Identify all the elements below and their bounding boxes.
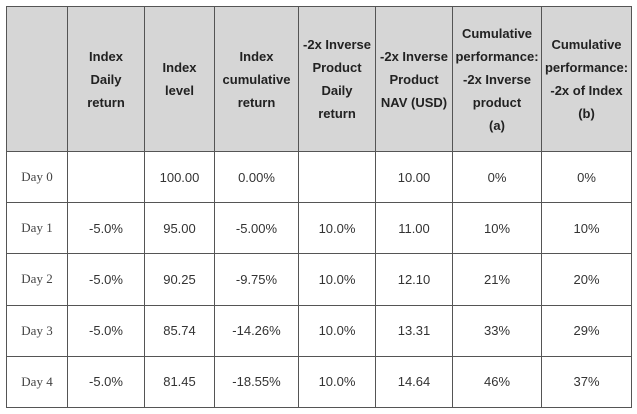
table-row: Day 1 -5.0% 95.00 -5.00% 10.0% 11.00 10%… xyxy=(6,202,632,255)
table-cell: -5.0% xyxy=(67,202,145,255)
row-label: Day 0 xyxy=(6,150,68,204)
table-cell: 33% xyxy=(452,304,542,357)
table-cell: 85.74 xyxy=(144,304,215,357)
table-cell: 95.00 xyxy=(144,202,215,255)
table-row: Day 0 100.00 0.00% 10.00 0% 0% xyxy=(6,150,632,204)
table-cell: 10.0% xyxy=(298,355,376,409)
table-cell: 10% xyxy=(452,202,542,255)
row-label: Day 4 xyxy=(6,355,68,409)
table-cell: 10% xyxy=(541,202,632,255)
table-cell: -9.75% xyxy=(214,253,299,306)
table-cell: -18.55% xyxy=(214,355,299,409)
table-cell xyxy=(298,150,376,204)
table-cell: 20% xyxy=(541,253,632,306)
table-cell: 11.00 xyxy=(375,202,453,255)
table-cell: 100.00 xyxy=(144,150,215,204)
table-cell xyxy=(67,150,145,204)
header-cell-cumulative-product: Cumulative performance: -2x Inverse prod… xyxy=(452,6,542,152)
table-cell: 10.0% xyxy=(298,202,376,255)
table-cell: 21% xyxy=(452,253,542,306)
table-cell: -14.26% xyxy=(214,304,299,357)
table-cell: 37% xyxy=(541,355,632,409)
table-row: Day 3 -5.0% 85.74 -14.26% 10.0% 13.31 33… xyxy=(6,304,632,357)
header-cell-product-daily-return: -2x Inverse Product Daily return xyxy=(298,6,376,152)
row-label: Day 3 xyxy=(6,304,68,357)
table-cell: 29% xyxy=(541,304,632,357)
table-row: Day 2 -5.0% 90.25 -9.75% 10.0% 12.10 21%… xyxy=(6,253,632,306)
table-row: Day 4 -5.0% 81.45 -18.55% 10.0% 14.64 46… xyxy=(6,355,632,409)
table-cell: 81.45 xyxy=(144,355,215,409)
header-cell-index-daily-return: Index Daily return xyxy=(67,6,145,152)
table-cell: 10.0% xyxy=(298,253,376,306)
table-cell: 46% xyxy=(452,355,542,409)
table-cell: 0% xyxy=(541,150,632,204)
table-header: Index Daily return Index level Index cum… xyxy=(6,6,632,152)
header-cell-index-cumulative-return: Index cumulative return xyxy=(214,6,299,152)
row-label: Day 2 xyxy=(6,253,68,306)
table-cell: 0.00% xyxy=(214,150,299,204)
table-cell: -5.0% xyxy=(67,304,145,357)
table-cell: 10.00 xyxy=(375,150,453,204)
table-body: Day 0 100.00 0.00% 10.00 0% 0% Day 1 -5.… xyxy=(6,150,632,409)
table-cell: -5.0% xyxy=(67,253,145,306)
table-cell: -5.00% xyxy=(214,202,299,255)
performance-table: Index Daily return Index level Index cum… xyxy=(6,6,632,409)
header-row: Index Daily return Index level Index cum… xyxy=(6,6,632,152)
header-cell-cumulative-index: Cumulative performance: -2x of Index (b) xyxy=(541,6,632,152)
table-cell: -5.0% xyxy=(67,355,145,409)
table-cell: 12.10 xyxy=(375,253,453,306)
header-cell-day xyxy=(6,6,68,152)
table-cell: 10.0% xyxy=(298,304,376,357)
table-cell: 13.31 xyxy=(375,304,453,357)
table-cell: 14.64 xyxy=(375,355,453,409)
table-cell: 90.25 xyxy=(144,253,215,306)
table-cell: 0% xyxy=(452,150,542,204)
row-label: Day 1 xyxy=(6,202,68,255)
header-cell-product-nav: -2x Inverse Product NAV (USD) xyxy=(375,6,453,152)
header-cell-index-level: Index level xyxy=(144,6,215,152)
